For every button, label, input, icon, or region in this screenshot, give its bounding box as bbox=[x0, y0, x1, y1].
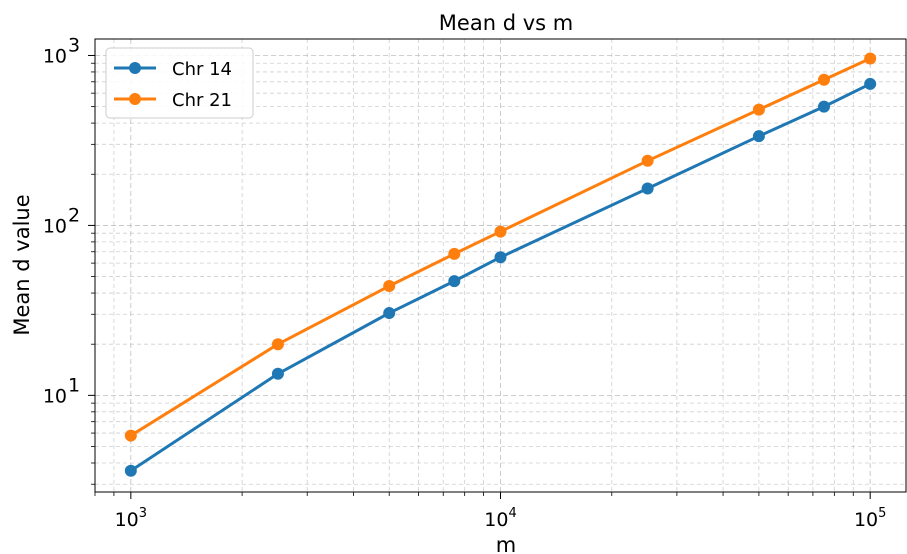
data-point bbox=[383, 307, 396, 320]
x-tick-label: 103 bbox=[115, 506, 147, 531]
data-point bbox=[448, 275, 461, 288]
data-point bbox=[124, 464, 137, 477]
y-tick-label: 10 bbox=[43, 45, 67, 67]
data-point bbox=[494, 251, 507, 264]
y-tick-exponent: 3 bbox=[68, 34, 80, 56]
legend-swatch-marker bbox=[129, 62, 141, 74]
y-axis-label: Mean d value bbox=[10, 194, 34, 335]
data-point bbox=[817, 100, 830, 113]
data-point bbox=[752, 130, 765, 143]
legend-swatch-marker bbox=[129, 93, 141, 105]
data-point bbox=[383, 280, 396, 293]
data-point bbox=[271, 338, 284, 351]
x-tick-label: 105 bbox=[854, 506, 886, 531]
data-point bbox=[752, 103, 765, 116]
legend: Chr 14 Chr 21 bbox=[105, 47, 254, 119]
data-point bbox=[448, 247, 461, 260]
y-tick-label: 10 bbox=[43, 215, 67, 237]
data-point bbox=[641, 154, 654, 167]
plot-area bbox=[124, 52, 877, 477]
data-point bbox=[271, 367, 284, 380]
legend-label: Chr 14 bbox=[172, 59, 232, 80]
data-point bbox=[494, 225, 507, 238]
data-point bbox=[124, 429, 137, 442]
data-point bbox=[641, 182, 654, 195]
data-point bbox=[864, 77, 877, 90]
y-tick-exponent: 2 bbox=[68, 204, 80, 226]
x-axis-label: m bbox=[496, 533, 516, 554]
data-point bbox=[817, 73, 830, 86]
data-point bbox=[864, 52, 877, 65]
legend-label: Chr 21 bbox=[172, 90, 232, 111]
y-tick-label: 10 bbox=[43, 385, 67, 407]
x-tick-label: 104 bbox=[484, 506, 516, 531]
chart-title: Mean d vs m bbox=[439, 11, 573, 35]
y-tick-exponent: 1 bbox=[68, 374, 80, 396]
